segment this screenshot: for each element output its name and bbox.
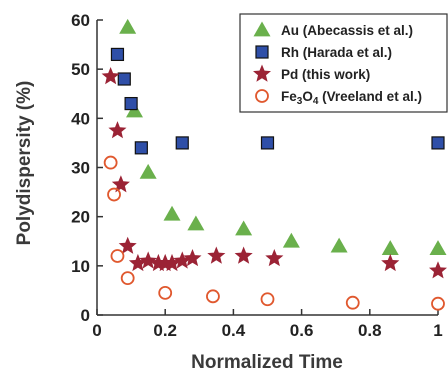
series-0-point: [235, 220, 253, 236]
legend-label-part: O: [302, 89, 313, 104]
series-0-point: [429, 240, 447, 255]
series-0-point: [139, 163, 157, 179]
y-tick-label: 10: [71, 257, 90, 276]
series-1-point: [175, 136, 189, 150]
series-2-point: [118, 236, 137, 254]
legend-label-part: 3: [297, 96, 303, 107]
legend: Au (Abecassis et al.) Rh (Harada et al.) P…: [239, 13, 448, 113]
series-3-point: [103, 155, 118, 170]
series-3-point: [206, 289, 220, 304]
y-tick-label: 0: [81, 306, 90, 325]
legend-label-part: Fe: [281, 89, 297, 104]
legend-marker-2: [253, 64, 271, 82]
series-1-point: [431, 136, 445, 150]
legend-label-part: (Vreeland et al.): [318, 89, 422, 104]
legend-marker-1: [255, 45, 269, 59]
series-2-point: [429, 261, 447, 279]
series-1-point: [124, 96, 138, 111]
legend-label-part: 4: [313, 96, 319, 107]
series-2-point: [108, 121, 127, 139]
x-tick-label: 0.4: [222, 321, 246, 340]
series-0-point: [119, 18, 137, 34]
series-3-point: [345, 295, 360, 310]
series-2-point: [139, 251, 158, 269]
y-tick-label: 50: [71, 60, 90, 79]
series-2-point: [265, 249, 284, 267]
series-3-point: [431, 296, 445, 311]
y-axis-title: Polydispersity (%): [14, 81, 35, 246]
legend-label-0: Au (Abecassis et al.): [281, 23, 413, 38]
series-2-point: [128, 253, 147, 272]
y-tick-label: 60: [71, 11, 90, 30]
series-2-point: [101, 67, 120, 85]
data-marks: [101, 18, 447, 311]
series-3-point: [158, 285, 173, 300]
series-3-point: [120, 271, 135, 286]
y-tick-label: 30: [71, 159, 90, 178]
series-1-point: [260, 136, 275, 150]
series-2-point: [381, 253, 400, 272]
x-tick-label: 0.6: [290, 321, 314, 340]
series-1-point: [110, 47, 125, 62]
legend-label-2: Pd (this work): [281, 67, 370, 82]
x-tick-label: 0.8: [358, 321, 382, 340]
series-0-point: [330, 237, 348, 253]
series-2-point: [207, 246, 226, 264]
series-1-point: [117, 72, 131, 86]
series-2-point: [173, 251, 192, 269]
series-3-point: [110, 249, 125, 263]
series-2-point: [111, 175, 130, 193]
series-0-point: [187, 215, 205, 231]
series-0-point: [381, 240, 399, 255]
x-tick-label: 0: [92, 321, 101, 340]
legend-label-1: Rh (Harada et al.): [281, 45, 392, 60]
x-tick-label: 1: [433, 321, 442, 340]
series-3-point: [107, 187, 121, 202]
series-2-point: [183, 249, 202, 267]
series-0-point: [282, 232, 300, 248]
y-tick-label: 40: [71, 109, 90, 128]
legend-label-3: Fe3O4 (Vreeland et al.): [281, 89, 422, 107]
legend-marker-0: [253, 21, 271, 37]
x-tick-label: 0.2: [153, 321, 177, 340]
legend-box: [239, 13, 448, 113]
series-0-point: [163, 205, 181, 221]
series-2-point: [234, 246, 253, 264]
series-1-point: [134, 141, 148, 155]
series-2-point: [163, 253, 182, 272]
x-axis-title: Normalized Time: [191, 352, 343, 373]
legend-marker-3: [255, 89, 269, 103]
series-3-point: [260, 292, 275, 307]
y-tick-label: 20: [71, 208, 90, 227]
